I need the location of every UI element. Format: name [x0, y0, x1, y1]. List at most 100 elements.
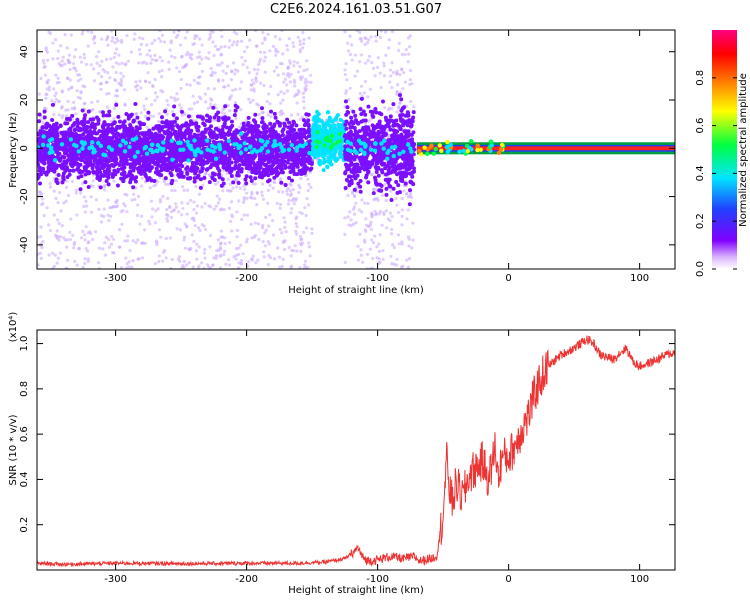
spectral-point-faint — [65, 245, 69, 249]
spectral-point-faint — [46, 58, 50, 62]
spectral-point-faint — [153, 58, 157, 62]
spectral-point — [115, 131, 120, 136]
spectral-point-faint — [195, 242, 199, 246]
spectral-point-faint — [181, 66, 185, 70]
spectral-point-faint — [304, 226, 309, 230]
spectral-point — [128, 171, 133, 176]
spectral-point-hot — [213, 145, 218, 150]
spectral-point — [112, 121, 117, 126]
spectral-point-faint — [83, 257, 87, 261]
spectral-point-faint — [42, 61, 46, 65]
spectral-point-faint — [235, 32, 239, 36]
spectral-point-faint — [45, 87, 49, 91]
spectral-point-faint — [62, 201, 66, 205]
spectral-point-faint — [160, 59, 164, 63]
spectral-point-faint — [302, 266, 306, 269]
spectral-point-faint — [139, 42, 143, 47]
spectral-point — [283, 165, 288, 170]
spectral-point — [56, 151, 61, 156]
spectral-point-faint — [304, 213, 308, 218]
spectral-point-faint — [306, 177, 310, 181]
spectral-point — [278, 121, 283, 126]
spectral-point-faint — [212, 207, 216, 211]
spectral-point-faint — [208, 205, 213, 209]
spectral-point-faint — [60, 224, 64, 228]
spectral-point — [37, 132, 42, 137]
spectral-point — [169, 125, 174, 130]
spectral-point-faint — [139, 184, 144, 188]
spectral-point-faint — [157, 119, 161, 124]
spectral-point-faint — [209, 234, 213, 238]
spectral-point-faint — [115, 89, 119, 93]
spectral-point-faint — [97, 207, 101, 211]
spectral-point-faint — [96, 261, 101, 265]
spectral-point-faint — [82, 233, 87, 237]
spectral-point — [110, 141, 115, 146]
spectral-point — [38, 129, 43, 134]
spectral-point-faint — [99, 220, 104, 224]
spectral-point — [137, 120, 142, 125]
spectral-point-faint — [95, 61, 99, 65]
spectral-point — [186, 114, 191, 119]
spectral-point-faint — [68, 230, 72, 234]
spectral-point-faint — [293, 244, 297, 248]
spectral-point — [106, 164, 111, 169]
spectral-point — [192, 132, 197, 137]
spectral-point — [99, 160, 104, 165]
spectral-point-faint — [106, 43, 110, 47]
spectral-point-faint — [58, 234, 63, 239]
spectral-point-faint — [258, 59, 262, 64]
spectral-point — [244, 181, 249, 186]
spectral-point — [154, 124, 159, 129]
spectral-point — [313, 125, 318, 130]
spectral-point-faint — [197, 245, 201, 249]
spectral-point — [100, 110, 105, 115]
spectral-point — [45, 154, 50, 159]
spectral-point-faint — [200, 205, 204, 209]
spectral-point — [37, 176, 40, 181]
spectral-point-hot — [48, 145, 54, 150]
spectral-point — [221, 124, 226, 129]
spectral-point — [269, 167, 274, 172]
spectral-point-faint — [292, 64, 296, 68]
spectral-point — [302, 128, 307, 133]
spectral-point-faint — [74, 69, 78, 73]
spectral-point-faint — [168, 48, 172, 52]
spectral-point-faint — [56, 49, 60, 53]
spectral-point — [297, 168, 302, 173]
spectral-point-faint — [53, 253, 57, 257]
spectral-point — [225, 142, 230, 147]
spectral-point — [244, 174, 249, 179]
spectral-point-hot — [185, 139, 190, 145]
spectral-point-faint — [226, 177, 230, 181]
spectral-point — [204, 160, 209, 165]
spectral-point — [61, 130, 66, 135]
spectral-point-faint — [86, 44, 90, 48]
spectral-point — [83, 168, 88, 173]
spectral-point — [253, 112, 258, 117]
spectral-point-faint — [302, 99, 306, 104]
spectral-point-faint — [285, 89, 290, 93]
spectral-point-hot — [249, 149, 255, 155]
spectral-point-faint — [93, 34, 97, 39]
spectral-point-faint — [192, 207, 196, 212]
spectral-point — [242, 134, 247, 139]
spectral-point-hot — [178, 147, 183, 153]
spectral-point-faint — [302, 95, 306, 100]
spectral-point-faint — [202, 266, 206, 269]
spectral-point — [125, 152, 130, 157]
spectral-point-faint — [75, 89, 79, 93]
spectral-point-faint — [60, 59, 64, 63]
spectral-point-faint — [99, 75, 104, 79]
spectral-point-faint — [114, 200, 119, 204]
spectral-point-faint — [187, 53, 192, 57]
spectral-point-faint — [170, 54, 174, 58]
spectral-point-faint — [253, 221, 258, 225]
spectral-point-faint — [200, 57, 204, 61]
spectral-point — [58, 156, 63, 161]
spectral-point-faint — [292, 60, 296, 64]
spectral-point — [148, 135, 153, 140]
spectral-point — [233, 103, 238, 108]
spectral-point — [70, 131, 75, 136]
spectral-point — [285, 160, 290, 165]
